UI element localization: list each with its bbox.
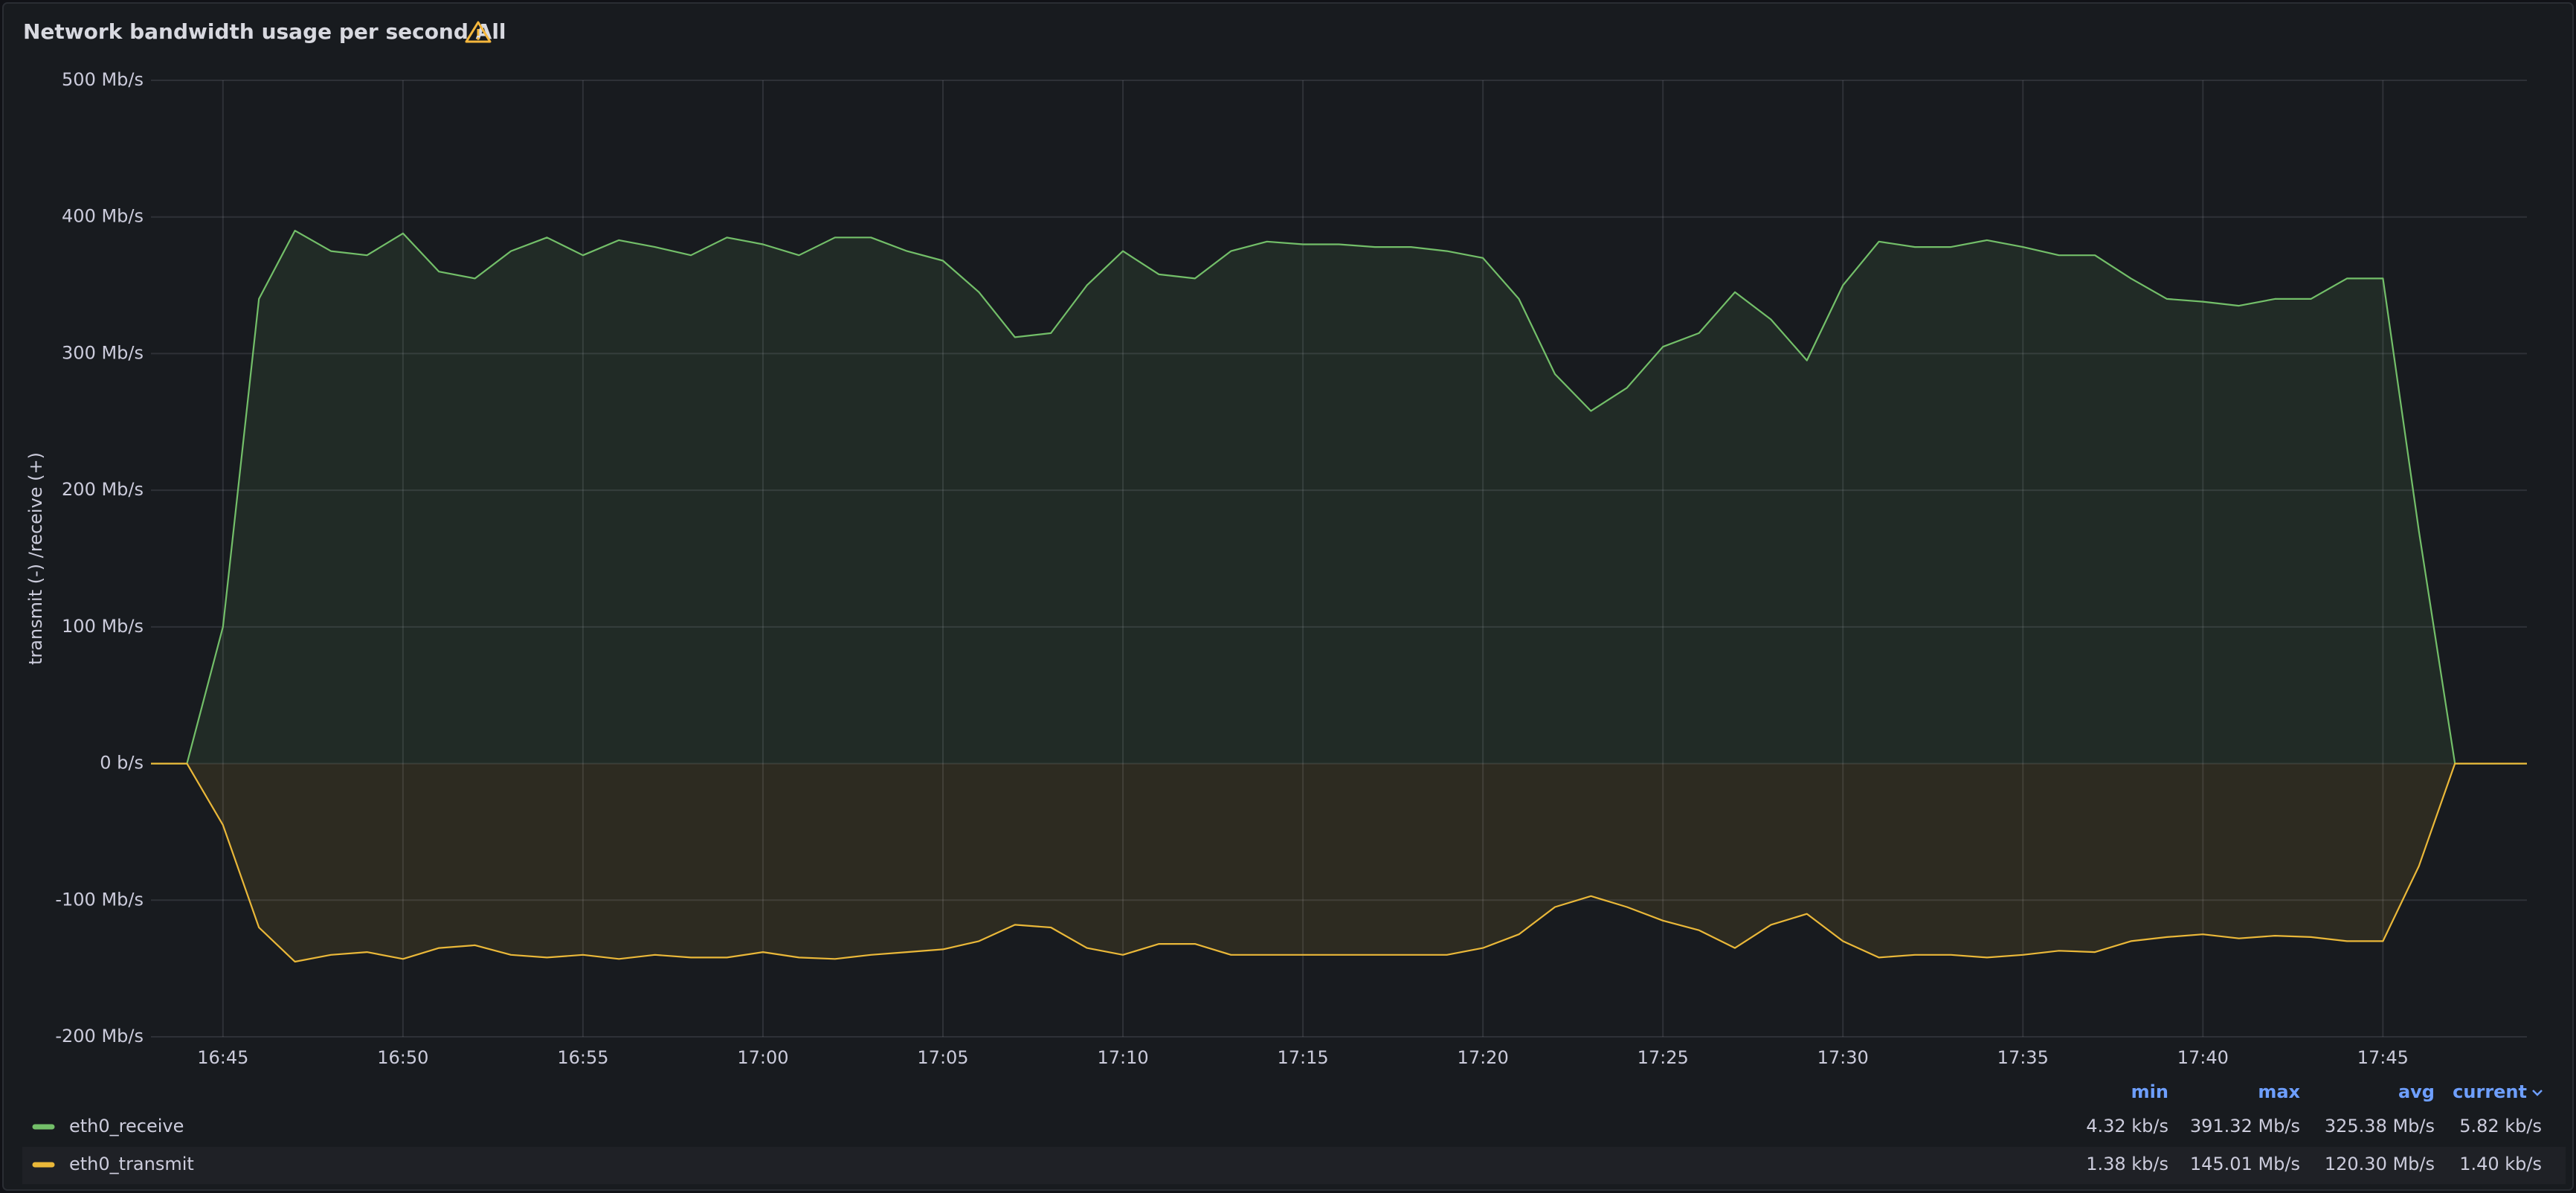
legend-column-header[interactable]: avg [2398, 1081, 2435, 1102]
legend-label[interactable]: eth0_receive [69, 1116, 184, 1136]
x-tick-label: 17:35 [1997, 1047, 2049, 1068]
legend-stat: 120.30 Mb/s [2325, 1154, 2435, 1174]
legend-column-header[interactable]: current [2453, 1081, 2527, 1102]
y-tick-label: -100 Mb/s [55, 889, 144, 910]
x-tick-label: 16:50 [377, 1047, 428, 1068]
y-tick-label: 100 Mb/s [62, 616, 144, 637]
legend-stat: 5.82 kb/s [2459, 1116, 2542, 1136]
x-tick-label: 17:45 [2357, 1047, 2409, 1068]
legend-stat: 1.38 kb/s [2086, 1154, 2168, 1174]
x-tick-label: 17:30 [1817, 1047, 1869, 1068]
y-tick-label: -200 Mb/s [55, 1026, 144, 1046]
x-tick-label: 17:05 [917, 1047, 968, 1068]
legend-stat: 4.32 kb/s [2086, 1116, 2168, 1136]
x-tick-label: 17:25 [1638, 1047, 1689, 1068]
panel-title[interactable]: Network bandwidth usage per second All [23, 19, 506, 44]
series-line [151, 762, 2527, 963]
y-tick-label: 500 Mb/s [62, 69, 144, 90]
area-fill [151, 763, 2527, 962]
series-line [151, 230, 2527, 765]
legend-stat: 1.40 kb/s [2459, 1154, 2542, 1174]
sort-chevron[interactable] [2532, 1090, 2543, 1096]
legend-column-header[interactable]: max [2258, 1081, 2300, 1102]
legend-stat: 391.32 Mb/s [2190, 1116, 2300, 1136]
area-fill [151, 231, 2527, 764]
legend-row-background [22, 1147, 2566, 1184]
legend-column-header[interactable]: min [2131, 1081, 2168, 1102]
y-axis-label: transmit (-) /receive (+) [25, 452, 46, 665]
x-tick-label: 17:40 [2177, 1047, 2229, 1068]
legend-label[interactable]: eth0_transmit [69, 1154, 194, 1174]
x-tick-label: 17:10 [1097, 1047, 1148, 1068]
x-tick-label: 17:00 [737, 1047, 788, 1068]
x-tick-label: 17:15 [1278, 1047, 1329, 1068]
x-tick-label: 16:45 [197, 1047, 248, 1068]
y-tick-label: 0 b/s [100, 753, 144, 774]
y-tick-label: 400 Mb/s [62, 206, 144, 227]
y-tick-label: 200 Mb/s [62, 479, 144, 500]
x-tick-label: 17:20 [1458, 1047, 1509, 1068]
legend-stat: 145.01 Mb/s [2190, 1154, 2300, 1174]
y-tick-label: 300 Mb/s [62, 342, 144, 363]
legend-stat: 325.38 Mb/s [2325, 1116, 2435, 1136]
warning-icon[interactable] [465, 21, 492, 43]
x-tick-label: 16:55 [557, 1047, 608, 1068]
